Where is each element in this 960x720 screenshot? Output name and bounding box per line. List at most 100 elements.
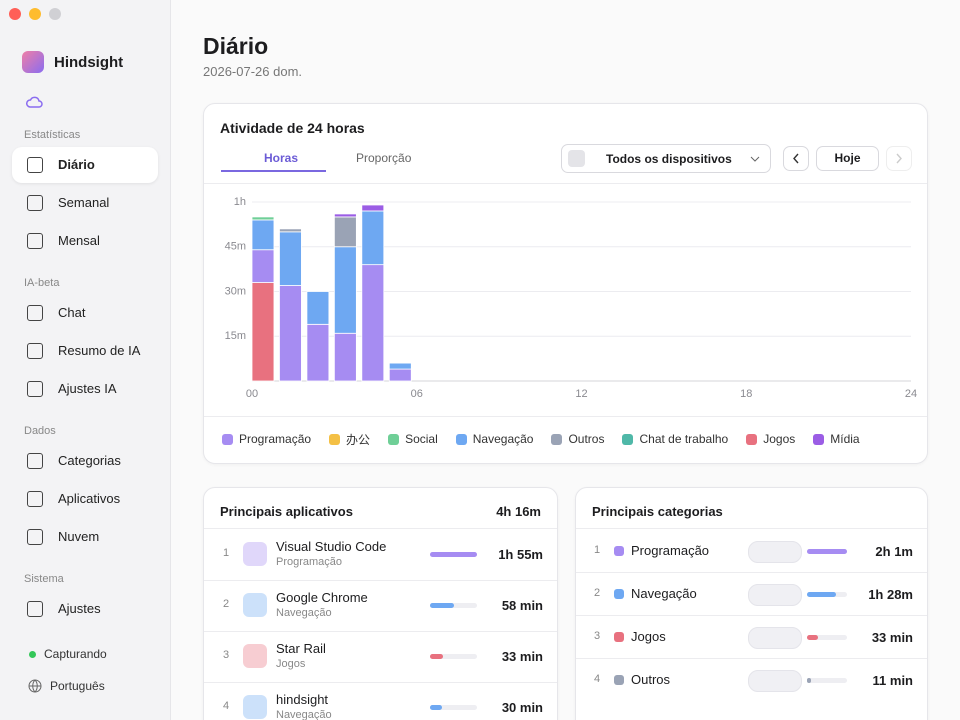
rank: 1 [594, 544, 601, 556]
app-category: Jogos [276, 658, 306, 670]
nav-item[interactable]: Mensal [12, 223, 158, 259]
rank: 3 [223, 649, 230, 661]
total-time: 4h 16m [496, 504, 541, 519]
legend-swatch [388, 433, 400, 445]
category-dot [614, 632, 624, 642]
legend-item[interactable]: Mídia [813, 431, 860, 447]
tab-proportion[interactable]: Proporção [356, 151, 412, 165]
language-selector[interactable]: Português [50, 679, 105, 693]
duration: 1h 28m [868, 587, 913, 602]
bar-segment [251, 216, 275, 221]
legend-item[interactable]: Jogos [746, 431, 795, 447]
duration: 1h 55m [498, 547, 543, 562]
x-tick-label: 12 [575, 388, 587, 400]
legend-item[interactable]: Social [388, 431, 438, 447]
today-button[interactable]: Hoje [816, 146, 879, 171]
nav-label: Categorias [58, 453, 121, 468]
app-icons [748, 541, 802, 563]
next-button[interactable] [886, 146, 912, 171]
legend-label: Outros [568, 432, 605, 446]
legend-item[interactable]: Programação [222, 431, 311, 447]
duration: 2h 1m [875, 544, 913, 559]
share-bar [807, 549, 847, 554]
divider [204, 183, 927, 184]
bar-segment [251, 249, 275, 283]
globe-icon [28, 679, 42, 693]
nav-item[interactable]: Ajustes [12, 591, 158, 627]
nav-item[interactable]: Resumo de IA [12, 333, 158, 369]
activity-card: Atividade de 24 horas Horas Proporção To… [203, 103, 928, 464]
nav-item[interactable]: Nuvem [12, 519, 158, 555]
app-category: Programação [276, 556, 343, 568]
rank: 1 [223, 547, 230, 559]
divider [576, 658, 927, 659]
nav-icon [27, 381, 43, 397]
category-dot [614, 589, 624, 599]
nav-item[interactable]: Chat [12, 295, 158, 331]
zoom-button[interactable] [49, 8, 61, 20]
legend-label: 办公 [346, 432, 371, 447]
app-category: Navegação [276, 607, 332, 619]
nav-icon [27, 453, 43, 469]
share-bar [430, 705, 443, 710]
page-date: 2026-07-26 dom. [203, 64, 303, 79]
page-title: Diário [203, 33, 269, 59]
legend-item[interactable]: 办公 [329, 431, 370, 447]
close-button[interactable] [9, 8, 21, 20]
legend-item[interactable]: Chat de trabalho [622, 431, 728, 447]
divider [576, 528, 927, 529]
device-icon [568, 150, 585, 167]
category-dot [614, 546, 624, 556]
rank: 2 [223, 598, 230, 610]
share-bar [807, 592, 837, 597]
nav-label: Mensal [58, 233, 100, 248]
minimize-button[interactable] [29, 8, 41, 20]
legend-swatch [813, 433, 825, 445]
divider [576, 615, 927, 616]
nav-item[interactable]: Categorias [12, 443, 158, 479]
app-name: hindsight [276, 692, 329, 707]
bar-segment [361, 264, 385, 382]
nav-item[interactable]: Semanal [12, 185, 158, 221]
share-bar [807, 635, 818, 640]
legend-label: Social [405, 432, 438, 446]
card-title: Principais categorias [592, 504, 723, 519]
app-icon [243, 695, 267, 719]
bar-segment [388, 368, 412, 382]
nav-icon [27, 157, 43, 173]
bar-segment [333, 213, 357, 218]
bar-segment [251, 282, 275, 382]
device-dropdown[interactable]: Todos os dispositivos [561, 144, 771, 173]
nav-item[interactable]: Diário [12, 147, 158, 183]
status-text: Capturando [44, 647, 107, 661]
nav-label: Chat [58, 305, 86, 320]
app-icon [243, 644, 267, 668]
app-icon [243, 542, 267, 566]
nav-item[interactable]: Aplicativos [12, 481, 158, 517]
legend-swatch [746, 433, 758, 445]
nav-label: Ajustes [58, 601, 101, 616]
tab-hours[interactable]: Horas [264, 151, 299, 165]
app-name: Hindsight [54, 54, 124, 71]
top-apps-card: Principais aplicativos 4h 16m 1 Visual St… [203, 487, 558, 720]
bar-segment [306, 291, 330, 325]
section-title: Estatísticas [24, 129, 81, 141]
nav-label: Aplicativos [58, 491, 121, 506]
legend-swatch [622, 433, 634, 445]
nav-label: Semanal [58, 195, 110, 210]
share-bar [807, 678, 811, 683]
legend-label: Jogos [763, 432, 796, 446]
bar-segment [333, 246, 357, 334]
legend-item[interactable]: Navegação [455, 431, 533, 447]
section-title: IA-beta [24, 277, 60, 289]
nav-item[interactable]: Ajustes IA [12, 371, 158, 407]
nav-icon [27, 233, 43, 249]
legend-item[interactable]: Outros [551, 431, 604, 447]
chevron [750, 156, 760, 162]
category-name: Jogos [631, 629, 666, 644]
cloud-icon[interactable] [26, 94, 44, 110]
section-title: Sistema [24, 573, 64, 585]
share-bar [430, 654, 444, 659]
prev-button[interactable] [783, 146, 809, 171]
